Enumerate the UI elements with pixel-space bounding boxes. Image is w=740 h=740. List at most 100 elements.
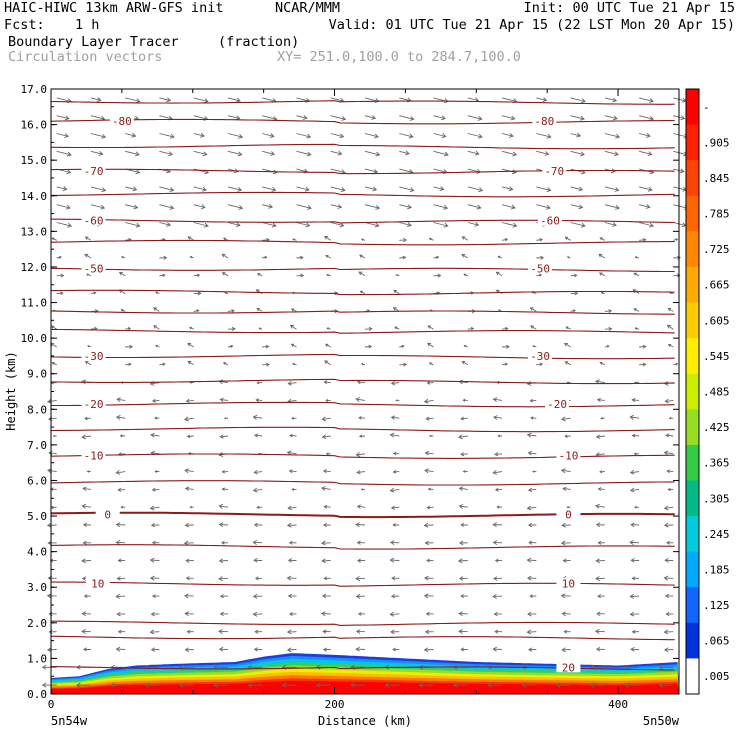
wind-vector: [151, 452, 160, 455]
wind-vector-head: [495, 271, 500, 276]
wind-vector: [187, 435, 194, 437]
wind-vector: [433, 150, 449, 156]
wind-vector: [296, 133, 311, 138]
wind-vector-head: [286, 629, 292, 635]
wind-vector: [530, 325, 537, 330]
wind-vector-head: [423, 522, 429, 528]
wind-vector-head: [401, 344, 405, 348]
wind-vector-head: [321, 593, 327, 599]
wind-vector: [668, 308, 674, 312]
wind-vector-head: [82, 522, 87, 527]
wind-vector: [427, 506, 434, 509]
wind-vector-head: [81, 629, 86, 634]
wind-vector: [570, 115, 585, 120]
wind-vector-head: [511, 169, 517, 175]
wind-vector: [116, 471, 126, 474]
wind-vector: [296, 204, 312, 209]
wind-vector-head: [132, 186, 138, 192]
wind-vector-head: [666, 469, 670, 474]
wind-vector: [493, 595, 503, 598]
wind-vector: [118, 488, 126, 491]
wind-vector-head: [321, 540, 326, 546]
wind-vector-head: [325, 452, 329, 456]
y-tick-label: 3.0: [27, 581, 47, 594]
wind-vector: [424, 469, 434, 473]
wind-vector-head: [426, 505, 431, 510]
wind-vector: [291, 343, 297, 348]
wind-vector-head: [389, 557, 395, 563]
x-tick-label: 0: [48, 698, 55, 711]
colorbar-swatch: [686, 373, 699, 410]
wind-vector-head: [675, 362, 679, 366]
y-tick-label: 8.0: [27, 403, 47, 416]
wind-vector: [125, 150, 140, 156]
colorbar-swatch: [686, 516, 699, 553]
wind-vector: [501, 186, 513, 190]
x-tick-label: 200: [325, 698, 345, 711]
temperature-contour: [50, 426, 675, 433]
temperature-contour: [50, 635, 675, 641]
wind-vector-head: [60, 273, 65, 278]
wind-vector-head: [271, 222, 277, 228]
wind-vector-head: [339, 133, 345, 139]
wind-vector: [604, 115, 618, 120]
wind-vector-head: [443, 204, 449, 210]
contour-label: -20: [84, 398, 104, 411]
wind-vector-head: [218, 629, 223, 634]
wind-vector-head: [390, 415, 396, 420]
wind-vector-head: [339, 222, 345, 228]
wind-vector: [330, 204, 342, 208]
wind-vector-head: [135, 169, 141, 175]
wind-vector-head: [563, 629, 568, 634]
wind-vector: [494, 453, 503, 455]
wind-vector-head: [67, 222, 73, 228]
wind-vector-head: [664, 398, 669, 404]
wind-vector-head: [600, 416, 603, 420]
wind-vector-head: [185, 398, 190, 404]
wind-vector-head: [162, 273, 166, 277]
wind-vector: [630, 416, 640, 419]
wind-vector-head: [530, 325, 534, 329]
wind-vector-head: [390, 540, 395, 545]
wind-vector-head: [321, 416, 327, 422]
wind-vector-head: [323, 380, 328, 385]
wind-vector-head: [84, 416, 88, 421]
wind-vector: [56, 204, 71, 209]
wind-vector-head: [189, 256, 193, 259]
wind-vector-head: [527, 487, 533, 493]
wind-vector-head: [203, 98, 209, 104]
wind-vector-head: [292, 362, 295, 366]
wind-vector: [119, 272, 126, 277]
y-tick-label: 2.0: [27, 617, 47, 630]
wind-vector-head: [487, 682, 492, 688]
wind-vector: [638, 204, 650, 208]
wind-vector-head: [322, 647, 327, 652]
wind-vector: [262, 186, 276, 191]
wind-vector-head: [252, 611, 258, 617]
wind-vector: [501, 133, 514, 137]
wind-vector-head: [540, 255, 545, 260]
wind-vector-head: [86, 470, 90, 473]
wind-vector-head: [356, 469, 361, 475]
wind-vector-head: [184, 486, 190, 492]
wind-vector-head: [334, 309, 339, 314]
wind-vector: [604, 222, 617, 226]
wind-vector: [56, 222, 72, 227]
wind-vector: [296, 257, 303, 259]
wind-vector: [564, 342, 571, 348]
wind-vector-head: [663, 522, 669, 528]
wind-vector-head: [406, 222, 412, 228]
wind-vector: [125, 133, 136, 137]
wind-vector-head: [184, 522, 190, 528]
wind-vector-head: [358, 416, 362, 420]
wind-vector-head: [526, 505, 532, 511]
wind-vector: [159, 186, 174, 191]
wind-vector-head: [600, 291, 604, 295]
wind-vector-head: [527, 575, 532, 581]
wind-vector-head: [427, 325, 431, 329]
wind-vector: [596, 435, 605, 438]
wind-vector-head: [268, 203, 274, 209]
wind-vector: [639, 239, 646, 241]
wind-vector-head: [663, 380, 669, 386]
contour-label-bg: [81, 262, 106, 274]
